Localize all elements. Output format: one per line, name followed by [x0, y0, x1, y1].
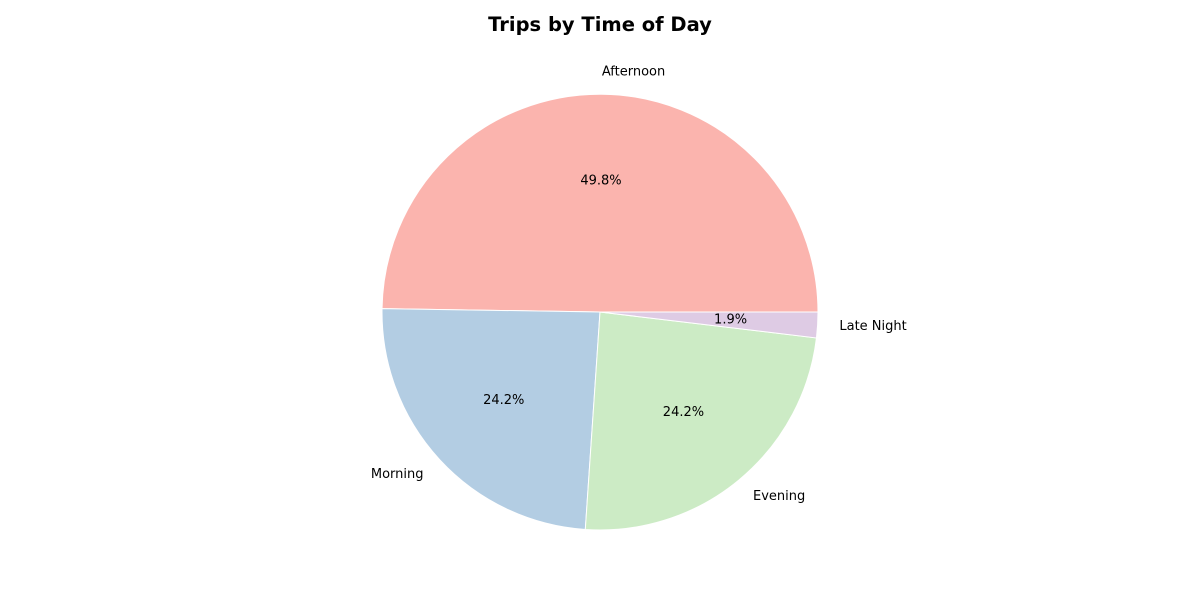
pie-slices [381, 93, 819, 531]
pie-labels: Afternoon 49.8% Morning 24.2% Evening 24.2% La… [371, 65, 907, 504]
pie-slice-evening [584, 311, 818, 531]
chart-title: Trips by Time of Day [488, 13, 712, 36]
percent-label-morning: 24.2% [483, 393, 524, 408]
percent-label-late-night: 1.9% [714, 312, 747, 327]
slice-label-afternoon: Afternoon [602, 65, 665, 80]
pie-slice-afternoon [381, 93, 819, 313]
slice-label-late-night: Late Night [839, 319, 906, 334]
slice-label-evening: Evening [753, 489, 805, 504]
pie-slice-late-night [599, 311, 819, 339]
slice-label-morning: Morning [371, 467, 424, 482]
percent-label-evening: 24.2% [663, 405, 704, 420]
percent-label-afternoon: 49.8% [580, 174, 621, 189]
pie-slice-morning [381, 308, 601, 531]
